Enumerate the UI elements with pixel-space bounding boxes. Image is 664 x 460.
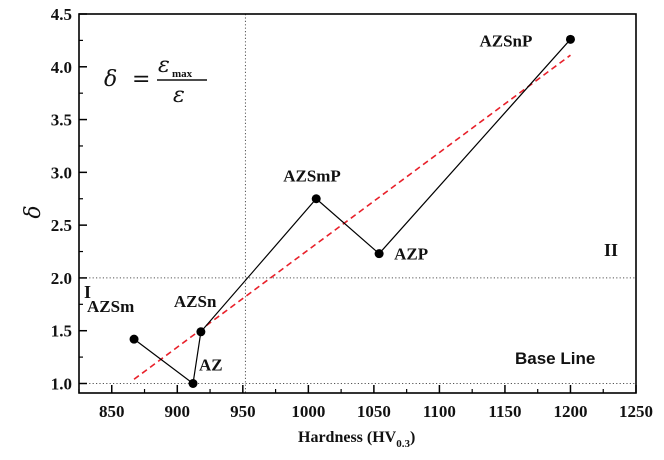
series-line [133, 38, 571, 385]
y-tick-label: 1.5 [51, 322, 72, 341]
x-axis-title-end: ) [410, 429, 415, 446]
data-point-azsm [129, 334, 139, 344]
point-labels: AZSm AZ AZSn AZSmP AZP AZSnP [87, 31, 532, 374]
x-axis-title-sub: 0.3 [396, 438, 410, 450]
y-tick-label: 4.5 [51, 5, 72, 24]
plot-frame [78, 13, 637, 394]
region-label-2: II [604, 240, 618, 260]
point-label-azp: AZP [394, 245, 428, 264]
x-tick-label: 1250 [619, 402, 653, 421]
x-tick-label: 1050 [357, 402, 391, 421]
formula-equals: = [132, 67, 150, 92]
x-axis-ticks: 850 900 950 1000 1050 1100 1150 1200 1250 [78, 385, 653, 421]
point-label-azsmp: AZSmP [283, 167, 341, 186]
data-point-azsnp [565, 34, 575, 44]
base-line-label: Base Line [515, 349, 595, 368]
data-point-azsmp [311, 194, 321, 204]
region-label-1: I [84, 282, 91, 302]
formula-numerator-sub: max [172, 68, 193, 80]
points-layer [129, 34, 575, 388]
x-tick-label: 1000 [291, 402, 325, 421]
data-point-azsn [196, 327, 206, 337]
formula: δ = ε max ε [104, 53, 207, 108]
formula-lhs: δ [104, 67, 117, 92]
y-tick-label: 2.0 [51, 269, 72, 288]
point-label-az: AZ [199, 355, 223, 374]
x-axis-title-main: Hardness (HV [298, 429, 397, 446]
y-tick-label: 1.0 [51, 374, 72, 393]
formula-numerator: ε [158, 53, 170, 78]
y-tick-label: 3.0 [51, 163, 72, 182]
point-label-azsn: AZSn [174, 292, 217, 311]
data-point-azp [374, 249, 384, 259]
y-tick-label: 2.5 [51, 216, 72, 235]
y-axis-ticks: 1.0 1.5 2.0 2.5 3.0 3.5 4.0 4.5 [51, 5, 87, 393]
series-layer [133, 38, 571, 385]
x-tick-label: 850 [99, 402, 125, 421]
y-tick-label: 4.0 [51, 58, 72, 77]
x-tick-label: 1100 [423, 402, 456, 421]
x-tick-label: 1150 [488, 402, 521, 421]
formula-denominator: ε [173, 83, 185, 108]
reference-lines [79, 14, 636, 393]
point-label-azsnp: AZSnP [479, 31, 532, 50]
x-tick-label: 900 [165, 402, 191, 421]
x-tick-label: 950 [230, 402, 256, 421]
x-tick-label: 1200 [553, 402, 587, 421]
data-point-az [188, 378, 198, 388]
y-tick-label: 3.5 [51, 111, 72, 130]
y-axis-title: δ [21, 205, 46, 218]
point-label-azsm: AZSm [87, 297, 134, 316]
x-axis-title: Hardness (HV0.3) [298, 429, 415, 450]
